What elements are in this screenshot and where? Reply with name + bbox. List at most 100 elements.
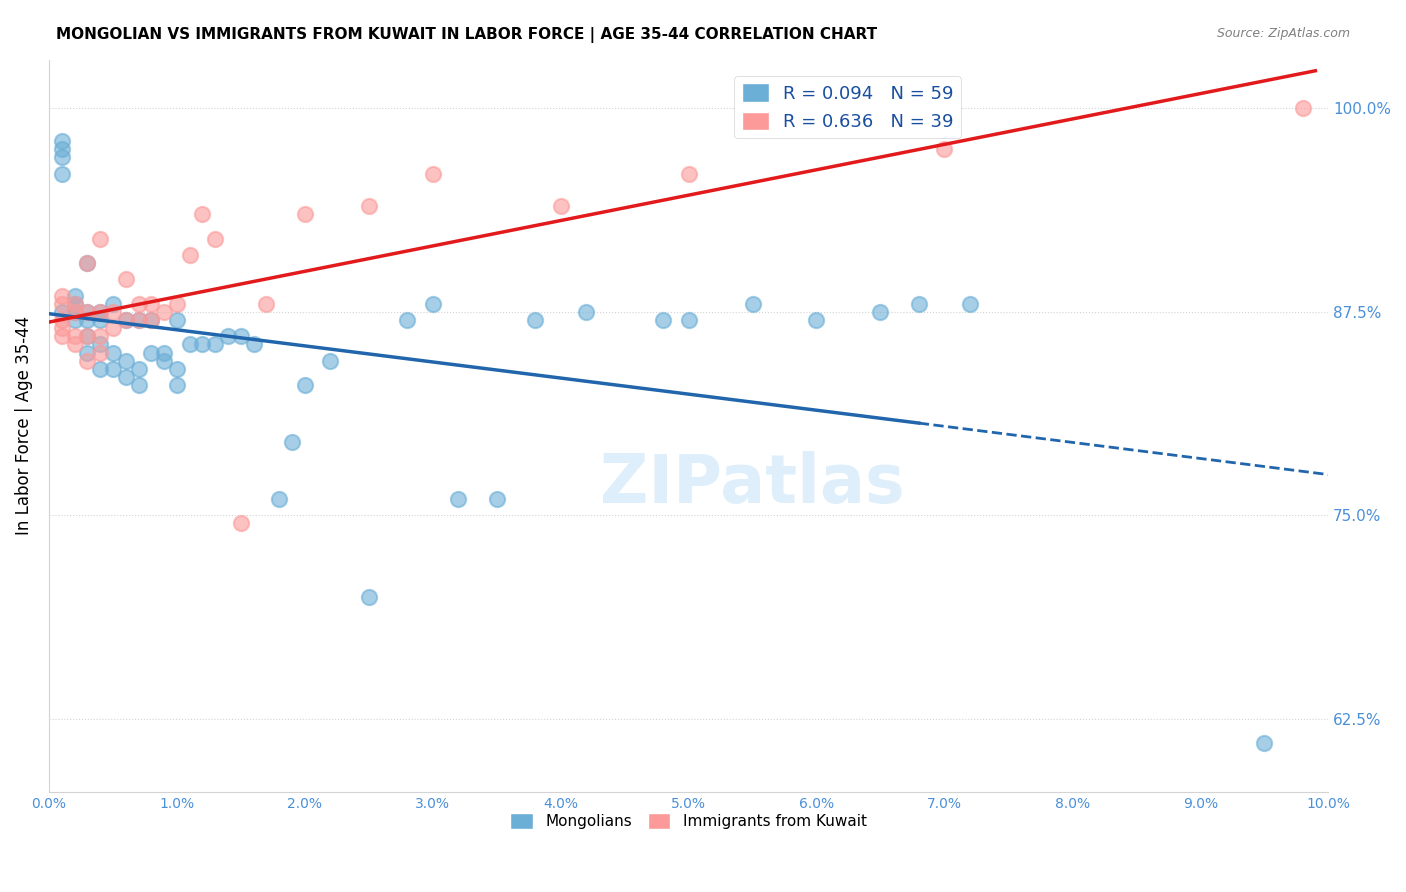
Mongolians — [191, 337, 214, 351]
Mongolians — [51, 134, 73, 148]
Mongolians — [141, 345, 163, 359]
Mongolians — [51, 305, 73, 319]
Mongolians — [166, 313, 188, 327]
Immigrants from Kuwait — [1291, 102, 1313, 116]
Mongolians — [76, 256, 98, 270]
Immigrants from Kuwait — [114, 313, 136, 327]
Immigrants from Kuwait — [422, 167, 444, 181]
Immigrants from Kuwait — [128, 313, 150, 327]
Mongolians — [63, 313, 86, 327]
Mongolians — [153, 345, 176, 359]
Mongolians — [357, 590, 380, 604]
Immigrants from Kuwait — [179, 248, 201, 262]
Mongolians — [128, 313, 150, 327]
Mongolians — [76, 345, 98, 359]
Mongolians — [89, 361, 111, 376]
Mongolians — [153, 353, 176, 368]
Mongolians — [678, 313, 700, 327]
Mongolians — [217, 329, 239, 343]
Mongolians — [128, 361, 150, 376]
Mongolians — [51, 167, 73, 181]
Immigrants from Kuwait — [51, 329, 73, 343]
Immigrants from Kuwait — [141, 296, 163, 310]
Mongolians — [294, 378, 316, 392]
Text: MONGOLIAN VS IMMIGRANTS FROM KUWAIT IN LABOR FORCE | AGE 35-44 CORRELATION CHART: MONGOLIAN VS IMMIGRANTS FROM KUWAIT IN L… — [56, 27, 877, 43]
Mongolians — [51, 150, 73, 164]
Immigrants from Kuwait — [114, 272, 136, 286]
Immigrants from Kuwait — [229, 516, 252, 531]
Mongolians — [166, 361, 188, 376]
Mongolians — [741, 296, 763, 310]
Immigrants from Kuwait — [89, 329, 111, 343]
Immigrants from Kuwait — [51, 313, 73, 327]
Y-axis label: In Labor Force | Age 35-44: In Labor Force | Age 35-44 — [15, 317, 32, 535]
Immigrants from Kuwait — [128, 296, 150, 310]
Immigrants from Kuwait — [89, 305, 111, 319]
Mongolians — [63, 305, 86, 319]
Legend: Mongolians, Immigrants from Kuwait: Mongolians, Immigrants from Kuwait — [505, 807, 873, 836]
Immigrants from Kuwait — [51, 321, 73, 335]
Mongolians — [447, 491, 470, 506]
Immigrants from Kuwait — [63, 329, 86, 343]
Mongolians — [114, 353, 136, 368]
Immigrants from Kuwait — [934, 142, 956, 156]
Mongolians — [141, 313, 163, 327]
Mongolians — [128, 378, 150, 392]
Mongolians — [907, 296, 929, 310]
Mongolians — [269, 491, 291, 506]
Mongolians — [51, 142, 73, 156]
Immigrants from Kuwait — [550, 199, 572, 213]
Mongolians — [396, 313, 419, 327]
Immigrants from Kuwait — [101, 321, 124, 335]
Mongolians — [63, 288, 86, 302]
Text: ZIPatlas: ZIPatlas — [600, 451, 905, 517]
Text: Source: ZipAtlas.com: Source: ZipAtlas.com — [1216, 27, 1350, 40]
Immigrants from Kuwait — [166, 296, 188, 310]
Mongolians — [89, 313, 111, 327]
Mongolians — [281, 435, 304, 450]
Mongolians — [101, 296, 124, 310]
Immigrants from Kuwait — [63, 337, 86, 351]
Mongolians — [869, 305, 891, 319]
Mongolians — [89, 305, 111, 319]
Mongolians — [524, 313, 547, 327]
Mongolians — [101, 361, 124, 376]
Immigrants from Kuwait — [76, 329, 98, 343]
Mongolians — [575, 305, 598, 319]
Mongolians — [76, 313, 98, 327]
Mongolians — [114, 313, 136, 327]
Immigrants from Kuwait — [204, 232, 226, 246]
Mongolians — [959, 296, 981, 310]
Mongolians — [101, 345, 124, 359]
Mongolians — [652, 313, 675, 327]
Immigrants from Kuwait — [89, 345, 111, 359]
Mongolians — [319, 353, 342, 368]
Mongolians — [204, 337, 226, 351]
Immigrants from Kuwait — [141, 313, 163, 327]
Mongolians — [229, 329, 252, 343]
Mongolians — [76, 305, 98, 319]
Immigrants from Kuwait — [76, 305, 98, 319]
Mongolians — [422, 296, 444, 310]
Mongolians — [89, 337, 111, 351]
Immigrants from Kuwait — [294, 207, 316, 221]
Immigrants from Kuwait — [678, 167, 700, 181]
Mongolians — [76, 329, 98, 343]
Immigrants from Kuwait — [76, 256, 98, 270]
Immigrants from Kuwait — [254, 296, 277, 310]
Mongolians — [1253, 736, 1275, 750]
Mongolians — [166, 378, 188, 392]
Mongolians — [114, 370, 136, 384]
Immigrants from Kuwait — [63, 296, 86, 310]
Mongolians — [806, 313, 828, 327]
Immigrants from Kuwait — [101, 305, 124, 319]
Immigrants from Kuwait — [89, 232, 111, 246]
Mongolians — [485, 491, 508, 506]
Immigrants from Kuwait — [51, 288, 73, 302]
Immigrants from Kuwait — [153, 305, 176, 319]
Immigrants from Kuwait — [63, 305, 86, 319]
Immigrants from Kuwait — [357, 199, 380, 213]
Immigrants from Kuwait — [51, 296, 73, 310]
Immigrants from Kuwait — [191, 207, 214, 221]
Immigrants from Kuwait — [76, 353, 98, 368]
